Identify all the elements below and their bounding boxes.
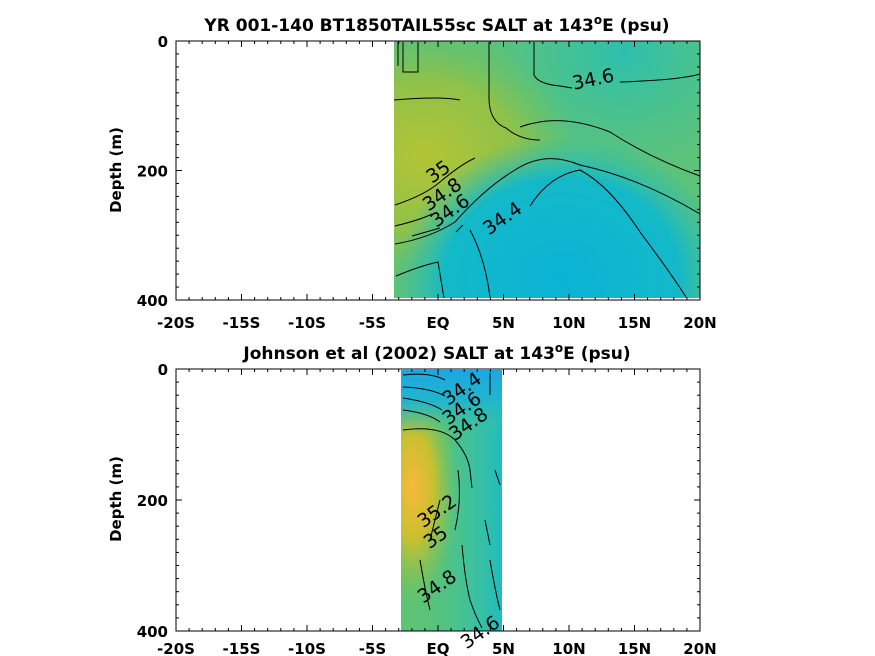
- bottom-y-axis-label: Depth (m): [107, 456, 125, 542]
- x-tick-label: 15N: [618, 314, 651, 332]
- y-tick-label: 0: [158, 361, 168, 379]
- x-tick-label: 15N: [618, 640, 651, 656]
- x-tick-label: -5S: [359, 640, 386, 656]
- top-title: YR 001-140 BT1850TAIL55sc SALT at 143oE …: [203, 13, 669, 36]
- top-y-axis-label: Depth (m): [107, 127, 125, 213]
- x-tick-label: 10N: [552, 314, 585, 332]
- top-axes: -20S -15S -10S -5S EQ 5N 10N 15N 20N 0 200 400: [137, 33, 717, 332]
- y-tick-label: 400: [137, 292, 168, 310]
- x-tick-label: 5N: [492, 314, 515, 332]
- y-tick-label: 200: [137, 163, 168, 181]
- top-panel: YR 001-140 BT1850TAIL55sc SALT at 143oE …: [107, 13, 717, 332]
- x-tick-label: -10S: [288, 640, 326, 656]
- x-tick-label: 20N: [683, 640, 716, 656]
- y-tick-label: 0: [158, 33, 168, 51]
- x-tick-label: -15S: [223, 640, 261, 656]
- top-salinity-field: [394, 41, 700, 298]
- x-tick-label: 5N: [492, 640, 515, 656]
- x-tick-label: -15S: [223, 314, 261, 332]
- bottom-title: Johnson et al (2002) SALT at 143oE (psu): [242, 341, 630, 364]
- x-tick-label: EQ: [427, 314, 450, 332]
- x-tick-label: -20S: [157, 314, 195, 332]
- bottom-panel: Johnson et al (2002) SALT at 143oE (psu): [107, 341, 717, 656]
- x-tick-label: -10S: [288, 314, 326, 332]
- y-tick-label: 400: [137, 623, 168, 641]
- top-contours: [394, 42, 700, 298]
- x-tick-label: -20S: [157, 640, 195, 656]
- bottom-contours: [402, 373, 501, 629]
- y-tick-label: 200: [137, 492, 168, 510]
- bottom-axes: -20S -15S -10S -5S EQ 5N 10N 15N 20N 0 200 400: [137, 361, 717, 656]
- x-tick-label: EQ: [427, 640, 450, 656]
- bottom-salinity-field: [401, 370, 502, 631]
- x-tick-label: 20N: [683, 314, 716, 332]
- x-tick-label: 10N: [552, 640, 585, 656]
- x-tick-label: -5S: [359, 314, 386, 332]
